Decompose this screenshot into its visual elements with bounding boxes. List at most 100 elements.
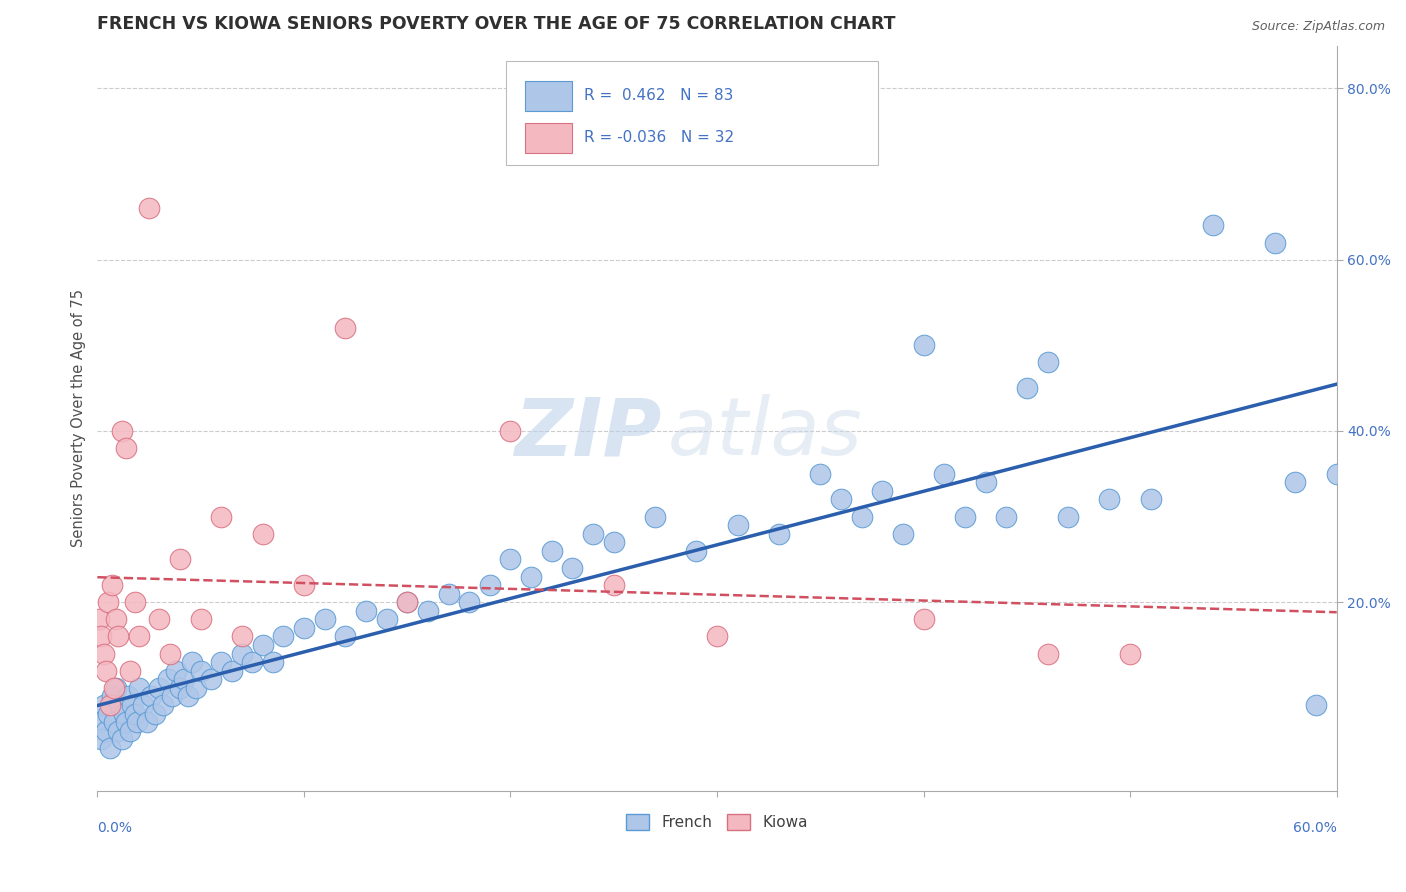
Point bbox=[851, 509, 873, 524]
Point bbox=[108, 698, 131, 712]
Point bbox=[1326, 467, 1348, 481]
Point bbox=[458, 595, 481, 609]
Point bbox=[1284, 475, 1306, 490]
Point bbox=[1057, 509, 1080, 524]
Point bbox=[97, 595, 120, 609]
Point bbox=[101, 690, 124, 704]
Point bbox=[396, 595, 419, 609]
Point bbox=[93, 698, 115, 712]
Point bbox=[995, 509, 1018, 524]
Point bbox=[186, 681, 208, 695]
Point bbox=[135, 715, 157, 730]
Point bbox=[271, 630, 294, 644]
Point bbox=[1139, 492, 1161, 507]
Point bbox=[152, 698, 174, 712]
Text: 0.0%: 0.0% bbox=[97, 821, 132, 835]
Point bbox=[240, 655, 263, 669]
Text: Source: ZipAtlas.com: Source: ZipAtlas.com bbox=[1251, 20, 1385, 33]
Point bbox=[292, 578, 315, 592]
Point bbox=[97, 706, 120, 721]
Point bbox=[120, 664, 142, 678]
Point bbox=[335, 321, 357, 335]
Point bbox=[1264, 235, 1286, 250]
Point bbox=[125, 715, 148, 730]
Point bbox=[117, 690, 139, 704]
Point bbox=[252, 638, 274, 652]
FancyBboxPatch shape bbox=[524, 80, 572, 111]
Point bbox=[111, 424, 134, 438]
Point bbox=[478, 578, 501, 592]
Point bbox=[107, 723, 129, 738]
Point bbox=[335, 630, 357, 644]
Point bbox=[1015, 381, 1038, 395]
Point bbox=[1036, 647, 1059, 661]
Point bbox=[138, 202, 160, 216]
Point bbox=[94, 664, 117, 678]
Point bbox=[89, 612, 111, 626]
Point bbox=[124, 595, 146, 609]
Point bbox=[561, 561, 583, 575]
Point bbox=[540, 544, 562, 558]
Point bbox=[190, 664, 212, 678]
Point bbox=[98, 698, 121, 712]
Point bbox=[872, 483, 894, 498]
Point bbox=[891, 526, 914, 541]
Point bbox=[727, 518, 749, 533]
FancyBboxPatch shape bbox=[506, 61, 879, 165]
Point bbox=[499, 424, 522, 438]
Point bbox=[148, 681, 170, 695]
Point bbox=[808, 467, 831, 481]
Text: R = -0.036   N = 32: R = -0.036 N = 32 bbox=[585, 130, 734, 145]
Point bbox=[90, 630, 112, 644]
Text: 60.0%: 60.0% bbox=[1294, 821, 1337, 835]
Point bbox=[107, 630, 129, 644]
Point bbox=[603, 578, 626, 592]
Point bbox=[160, 690, 183, 704]
Point bbox=[912, 338, 935, 352]
Point bbox=[165, 664, 187, 678]
Point bbox=[603, 535, 626, 549]
Point bbox=[685, 544, 707, 558]
Point bbox=[104, 681, 127, 695]
Point bbox=[292, 621, 315, 635]
Point bbox=[115, 715, 138, 730]
Point bbox=[173, 673, 195, 687]
Point bbox=[128, 630, 150, 644]
Point bbox=[104, 612, 127, 626]
Y-axis label: Seniors Poverty Over the Age of 75: Seniors Poverty Over the Age of 75 bbox=[72, 289, 86, 547]
Point bbox=[159, 647, 181, 661]
Point bbox=[416, 604, 439, 618]
Point bbox=[103, 681, 125, 695]
Point bbox=[706, 630, 728, 644]
Text: atlas: atlas bbox=[668, 394, 862, 472]
Point bbox=[121, 698, 143, 712]
Text: ZIP: ZIP bbox=[513, 394, 661, 472]
Point bbox=[89, 715, 111, 730]
Point bbox=[520, 569, 543, 583]
Point bbox=[143, 706, 166, 721]
Point bbox=[582, 526, 605, 541]
Point bbox=[953, 509, 976, 524]
Point bbox=[98, 740, 121, 755]
Point bbox=[111, 732, 134, 747]
Point bbox=[934, 467, 956, 481]
Point bbox=[190, 612, 212, 626]
Text: FRENCH VS KIOWA SENIORS POVERTY OVER THE AGE OF 75 CORRELATION CHART: FRENCH VS KIOWA SENIORS POVERTY OVER THE… bbox=[97, 15, 896, 33]
Point bbox=[169, 681, 191, 695]
Point bbox=[1305, 698, 1327, 712]
Point bbox=[231, 647, 253, 661]
Point bbox=[1202, 219, 1225, 233]
Point bbox=[768, 526, 790, 541]
FancyBboxPatch shape bbox=[524, 123, 572, 153]
Point bbox=[830, 492, 852, 507]
Point bbox=[120, 723, 142, 738]
Point bbox=[94, 723, 117, 738]
Point bbox=[112, 706, 135, 721]
Point bbox=[912, 612, 935, 626]
Point bbox=[396, 595, 419, 609]
Point bbox=[139, 690, 162, 704]
Point bbox=[132, 698, 155, 712]
Point bbox=[252, 526, 274, 541]
Point bbox=[262, 655, 284, 669]
Point bbox=[231, 630, 253, 644]
